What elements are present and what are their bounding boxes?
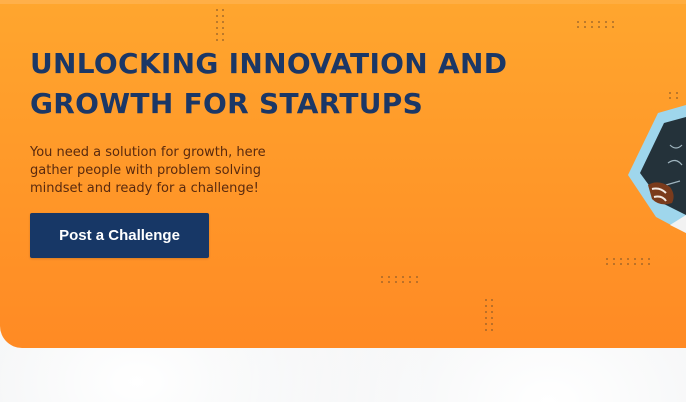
headline-line-1: UNLOCKING INNOVATION AND [30,47,508,80]
dot-grid-pattern [215,8,227,48]
dot-grid-pattern [380,275,424,285]
headline-line-2: GROWTH FOR STARTUPS [30,87,424,120]
hero-top-edge [0,0,686,4]
hero-banner: UNLOCKING INNOVATION AND GROWTH FOR STAR… [0,0,686,348]
dot-grid-pattern [576,20,620,30]
person-with-tablet-illustration [626,105,686,245]
dot-grid-pattern [605,257,651,267]
hero-subtext: You need a solution for growth, here gat… [30,145,266,196]
dot-grid-pattern [484,298,496,338]
dot-grid-pattern [668,91,686,101]
post-challenge-button[interactable]: Post a Challenge [30,213,209,258]
hero-headline: UNLOCKING INNOVATION AND GROWTH FOR STAR… [30,44,550,124]
